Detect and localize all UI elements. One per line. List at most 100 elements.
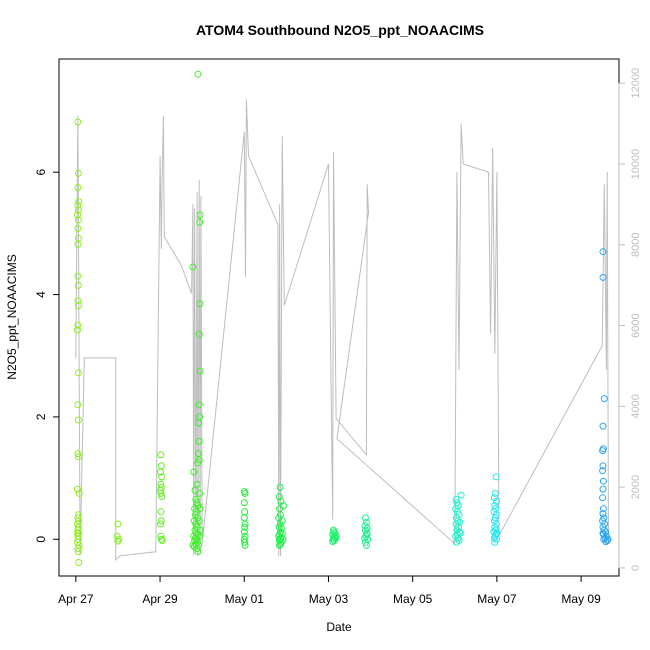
- data-point: [189, 541, 197, 549]
- data-point: [196, 367, 204, 375]
- data-point: [195, 401, 203, 409]
- data-point: [599, 529, 607, 537]
- y2-tick-label: 6000: [630, 313, 642, 337]
- y2-tick-label: 4000: [630, 394, 642, 418]
- data-point: [196, 505, 204, 513]
- data-point: [452, 496, 460, 503]
- data-point: [114, 537, 122, 545]
- data-point: [74, 297, 82, 305]
- y-tick-label: 4: [34, 291, 48, 298]
- data-point: [192, 496, 200, 503]
- data-point: [75, 489, 83, 497]
- data-point: [74, 545, 82, 552]
- data-point: [241, 508, 249, 516]
- data-point: [195, 330, 203, 338]
- data-point: [599, 477, 607, 485]
- data-point: [457, 491, 465, 499]
- y2-tick-label: 2000: [630, 475, 642, 499]
- data-point: [491, 523, 499, 531]
- data-point: [279, 535, 287, 543]
- data-point: [74, 216, 82, 224]
- data-point: [74, 369, 82, 377]
- data-point: [490, 494, 498, 502]
- data-point: [493, 529, 501, 537]
- data-point: [599, 510, 607, 518]
- data-point: [158, 537, 166, 544]
- data-point: [600, 526, 608, 534]
- data-point: [189, 263, 197, 271]
- data-point: [74, 118, 82, 126]
- data-point: [74, 485, 81, 493]
- data-point: [604, 535, 612, 543]
- altitude-line: [75, 99, 609, 561]
- data-point: [599, 485, 607, 493]
- x-tick-label: Apr 29: [142, 592, 178, 606]
- data-point: [75, 559, 83, 566]
- data-point: [456, 518, 464, 526]
- data-point: [74, 326, 81, 334]
- data-point: [157, 489, 165, 497]
- data-point: [599, 494, 607, 502]
- data-point: [491, 489, 499, 497]
- data-point: [74, 240, 82, 248]
- data-point: [195, 419, 203, 427]
- data-point: [240, 528, 248, 536]
- data-point: [157, 468, 164, 476]
- data-point: [456, 529, 464, 537]
- data-point: [74, 169, 82, 177]
- data-point: [276, 483, 284, 491]
- points-layer: [73, 70, 612, 566]
- data-point: [74, 225, 82, 232]
- data-point: [194, 548, 202, 555]
- x-axis-label: Date: [326, 620, 352, 634]
- data-point: [330, 528, 338, 536]
- data-point: [277, 524, 285, 532]
- data-point: [196, 489, 204, 497]
- data-point: [114, 520, 122, 528]
- data-point: [158, 493, 166, 500]
- data-point: [603, 537, 611, 544]
- data-point: [362, 518, 370, 526]
- data-point: [74, 453, 82, 461]
- data-point: [196, 211, 204, 219]
- data-point: [599, 273, 607, 281]
- data-point: [196, 526, 204, 534]
- y2-tick-label: 0: [630, 565, 642, 571]
- data-point: [195, 437, 203, 445]
- data-point: [195, 517, 203, 525]
- data-point: [75, 198, 83, 206]
- data-point: [453, 538, 460, 546]
- y-tick-label: 2: [34, 413, 48, 420]
- x-tick-label: Apr 27: [58, 592, 94, 606]
- x-tick-label: May 01: [225, 592, 265, 606]
- data-point: [74, 281, 82, 289]
- data-point: [599, 447, 607, 455]
- data-point: [74, 548, 82, 555]
- data-point: [599, 462, 607, 470]
- data-point: [240, 514, 248, 522]
- data-point: [194, 70, 202, 78]
- data-point: [363, 530, 371, 538]
- data-point: [362, 538, 369, 546]
- data-point: [74, 416, 82, 424]
- data-point: [74, 201, 82, 209]
- data-point: [599, 248, 607, 256]
- y2-tick-label: 12000: [630, 68, 642, 99]
- data-point: [157, 508, 165, 516]
- data-point: [196, 218, 204, 226]
- data-point: [492, 473, 500, 481]
- data-point: [193, 480, 201, 488]
- altitude-line-layer: [75, 99, 609, 561]
- y2-axis: 0 2000 4000 6000 8000 10000 12000: [618, 68, 642, 571]
- y-tick-label: 6: [34, 169, 48, 176]
- y2-tick-label: 10000: [630, 149, 642, 180]
- data-point: [74, 450, 82, 458]
- data-point: [74, 401, 82, 409]
- data-point: [74, 184, 82, 191]
- x-tick-label: May 03: [309, 592, 349, 606]
- data-point: [329, 535, 337, 543]
- data-point: [599, 467, 607, 475]
- data-point: [157, 462, 165, 470]
- data-point: [157, 451, 165, 459]
- data-point: [74, 321, 82, 329]
